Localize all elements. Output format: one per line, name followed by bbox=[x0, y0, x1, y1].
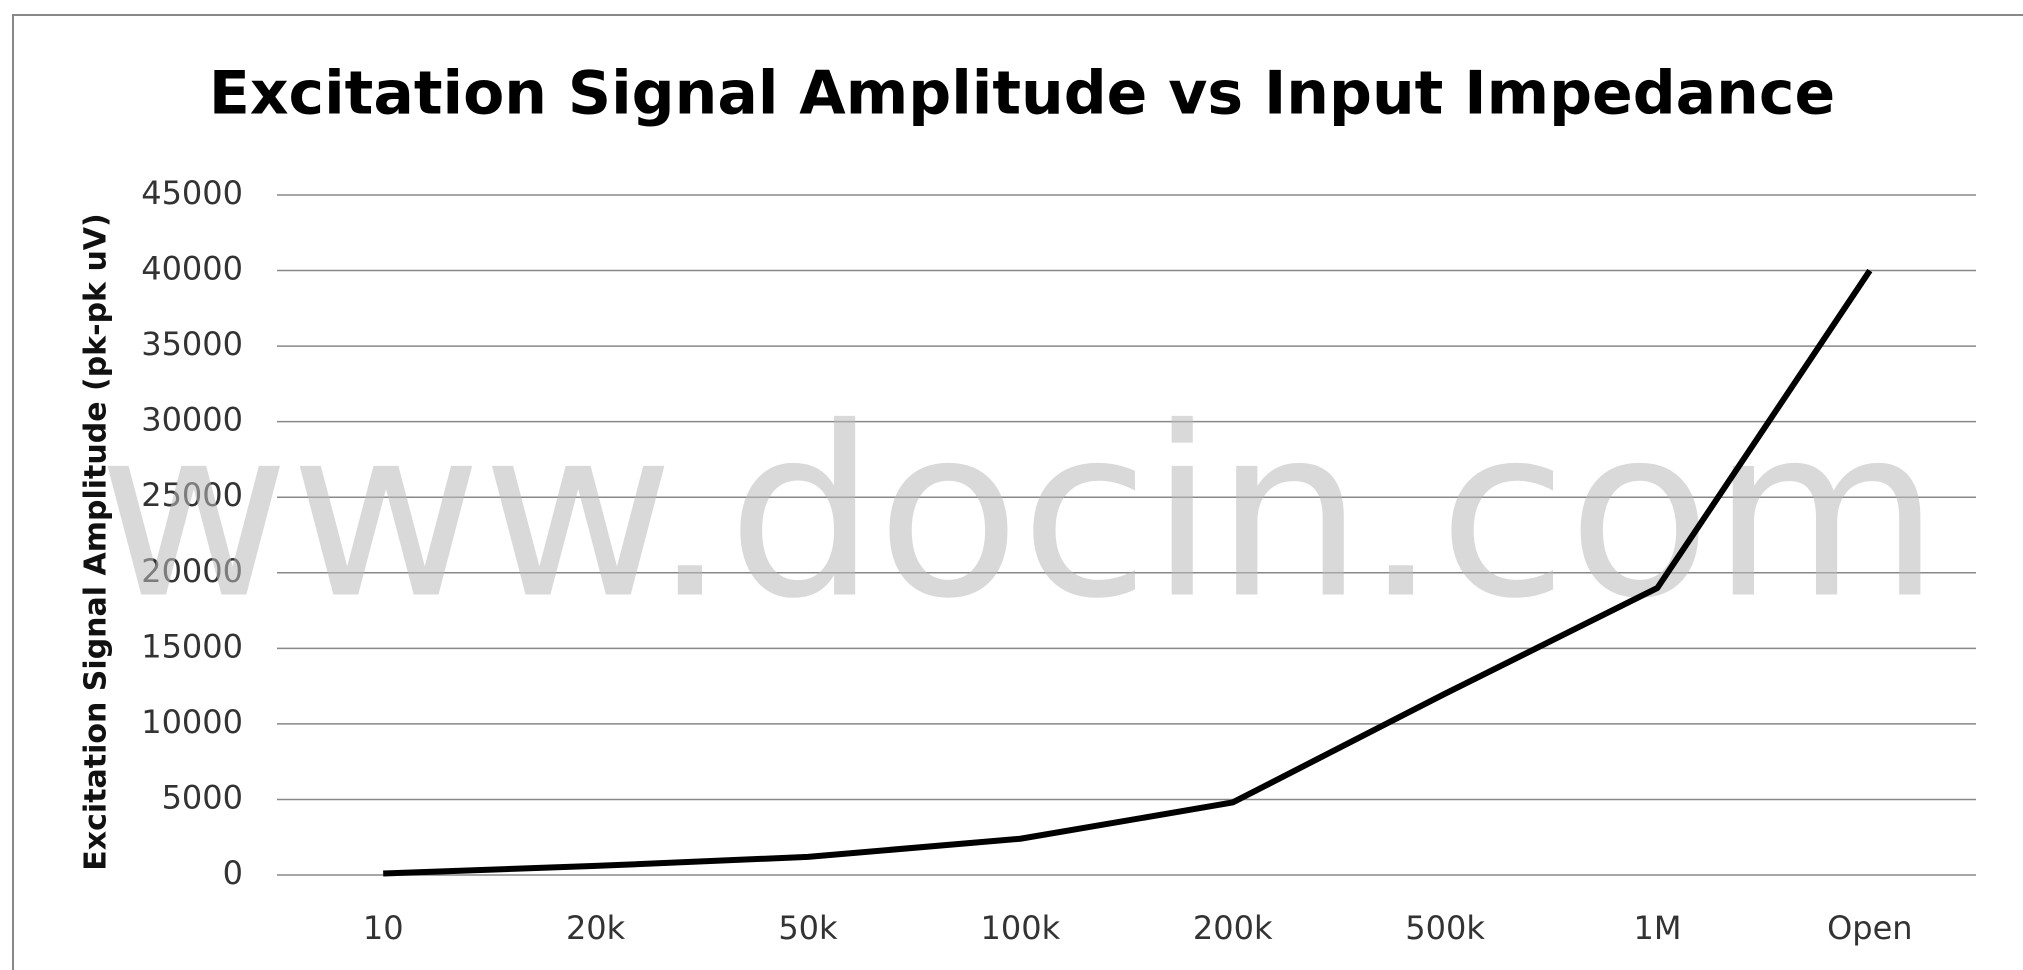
chart-frame bbox=[12, 14, 2023, 970]
y-tick-label: 5000 bbox=[162, 778, 243, 816]
y-tick-label: 15000 bbox=[141, 627, 243, 665]
y-tick-label: 40000 bbox=[141, 250, 243, 288]
y-axis-label: Excitation Signal Amplitude (pk-pk uV) bbox=[79, 213, 114, 870]
y-tick-label: 10000 bbox=[141, 703, 243, 741]
x-tick-label: 100k bbox=[981, 909, 1061, 947]
data-line bbox=[383, 268, 1873, 877]
x-tick-label: 500k bbox=[1405, 909, 1485, 947]
x-tick-label: 10 bbox=[363, 909, 404, 947]
y-tick-label: 0 bbox=[223, 854, 243, 892]
y-tick-label: 30000 bbox=[141, 401, 243, 439]
y-tick-label: 45000 bbox=[141, 174, 243, 212]
x-tick-label: 1M bbox=[1633, 909, 1681, 947]
x-tick-label: 20k bbox=[566, 909, 626, 947]
y-tick-label: 25000 bbox=[141, 476, 243, 514]
x-tick-label: 200k bbox=[1193, 909, 1273, 947]
x-tick-label: 50k bbox=[778, 909, 838, 947]
chart-title: Excitation Signal Amplitude vs Input Imp… bbox=[209, 59, 1835, 129]
y-tick-label: 20000 bbox=[141, 552, 243, 590]
y-tick-label: 35000 bbox=[141, 325, 243, 363]
watermark: www.docin.com bbox=[98, 377, 1941, 650]
x-tick-label: Open bbox=[1827, 909, 1912, 947]
